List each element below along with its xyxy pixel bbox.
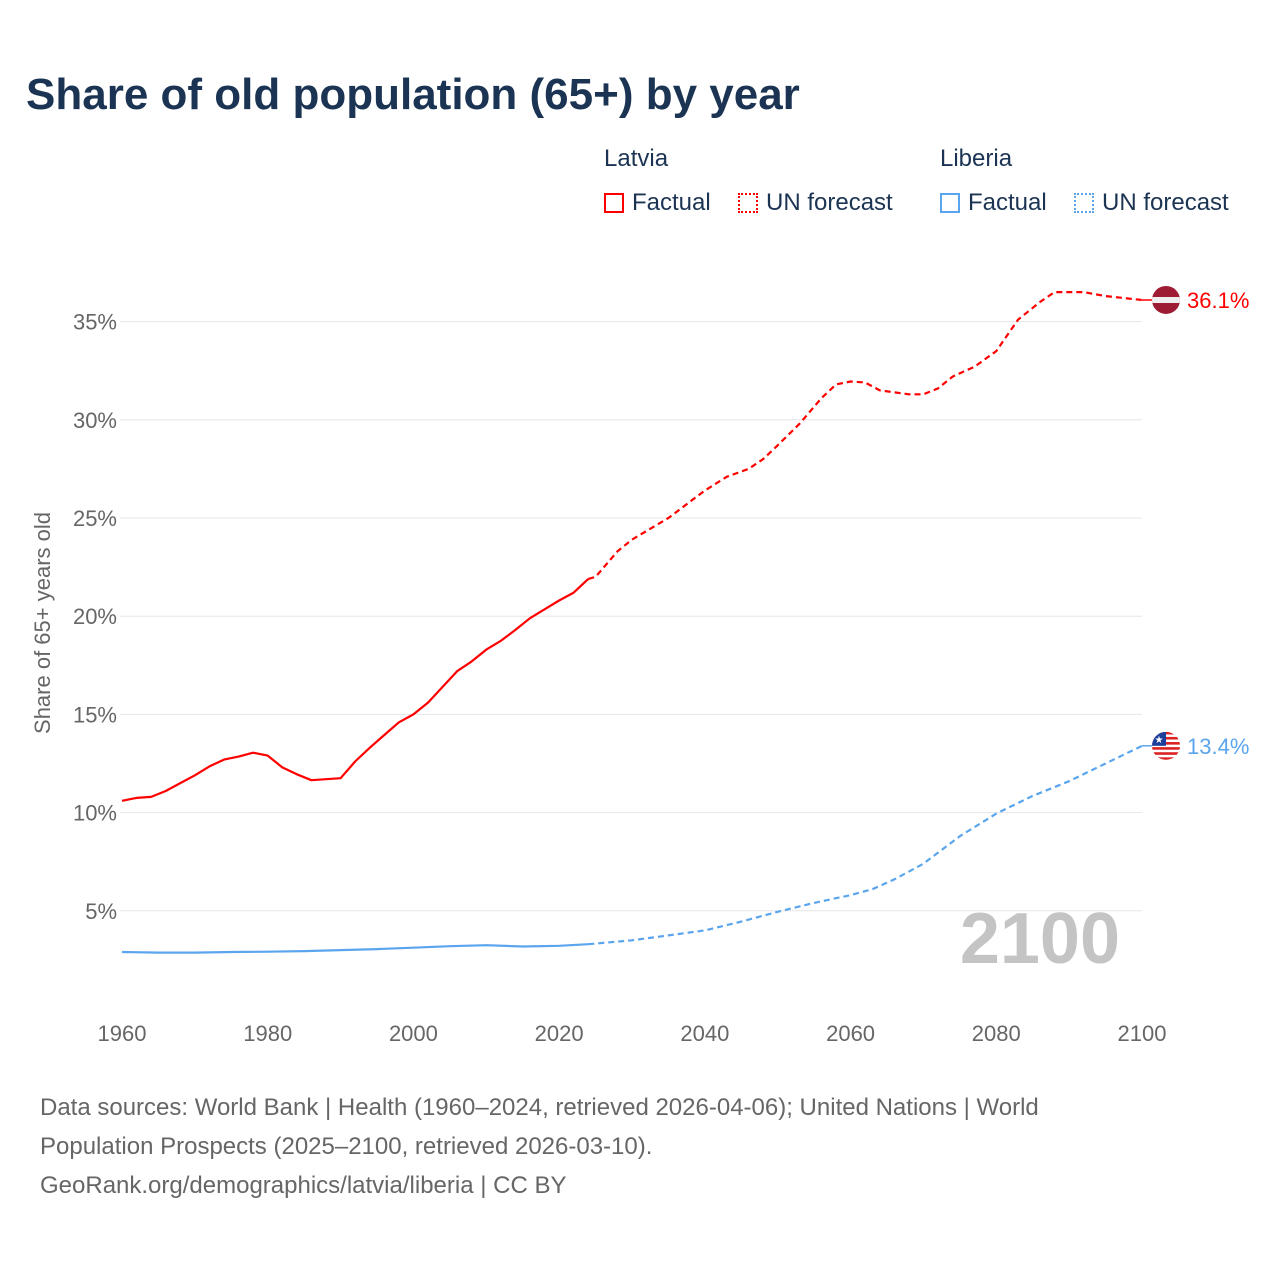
x-tick-label: 2020 (535, 1021, 584, 1046)
factual-swatch-icon (604, 193, 624, 213)
x-tick-label: 2100 (1118, 1021, 1167, 1046)
y-tick-label: 5% (85, 899, 117, 924)
legend-forecast[interactable]: UN forecast (738, 189, 893, 217)
chart-title: Share of old population (65+) by year (26, 70, 800, 119)
y-axis-label: Share of 65+ years old (30, 512, 55, 734)
year-watermark: 2100 (960, 899, 1120, 979)
legend-latvia: Latvia Factual UN forecast (604, 145, 893, 216)
y-tick-label: 15% (73, 702, 117, 727)
x-tick-label: 1980 (243, 1021, 292, 1046)
factual-swatch-icon (940, 193, 960, 213)
footer-attribution[interactable]: GeoRank.org/demographics/latvia/liberia … (40, 1172, 567, 1199)
liberia-flag-icon: ★ (1152, 731, 1180, 760)
x-tick-label: 2040 (680, 1021, 729, 1046)
forecast-swatch-icon (738, 193, 758, 213)
forecast-swatch-icon (1074, 193, 1094, 213)
legend-factual[interactable]: Factual (940, 189, 1047, 217)
legend-liberia: Liberia Factual UN forecast (940, 145, 1229, 216)
legend-country-label: Liberia (940, 145, 1013, 172)
latvia-end-value-label: 36.1% (1187, 288, 1249, 313)
liberia-forecast-line (588, 744, 1143, 946)
latvia-forecast-line (588, 291, 1143, 580)
latvia-factual-line (121, 578, 590, 802)
legend-forecast[interactable]: UN forecast (1074, 189, 1229, 217)
x-tick-label: 2080 (972, 1021, 1021, 1046)
latvia-flag-icon (1152, 285, 1180, 314)
legend-label: Factual (968, 189, 1047, 216)
liberia-factual-line (121, 943, 589, 954)
y-tick-label: 30% (73, 408, 117, 433)
x-tick-label: 2000 (389, 1021, 438, 1046)
y-tick-label: 25% (73, 506, 117, 531)
x-tick-label: 2060 (826, 1021, 875, 1046)
footer: Data sources: World Bank | Health (1960–… (40, 1088, 1039, 1205)
legend-label: UN forecast (766, 189, 893, 216)
legend-factual[interactable]: Factual (604, 189, 711, 217)
footer-sources-cont: Population Prospects (2025–2100, retriev… (40, 1133, 653, 1160)
liberia-end-value-label: 13.4% (1187, 734, 1249, 759)
footer-sources: Data sources: World Bank | Health (1960–… (40, 1094, 1039, 1121)
svg-text:★: ★ (1155, 735, 1164, 746)
legend-country-label: Latvia (604, 145, 669, 172)
x-tick-label: 1960 (98, 1021, 147, 1046)
y-tick-label: 35% (73, 310, 117, 335)
y-tick-label: 10% (73, 801, 117, 826)
y-tick-label: 20% (73, 604, 117, 629)
legend-label: UN forecast (1102, 189, 1229, 216)
legend-label: Factual (632, 189, 711, 216)
